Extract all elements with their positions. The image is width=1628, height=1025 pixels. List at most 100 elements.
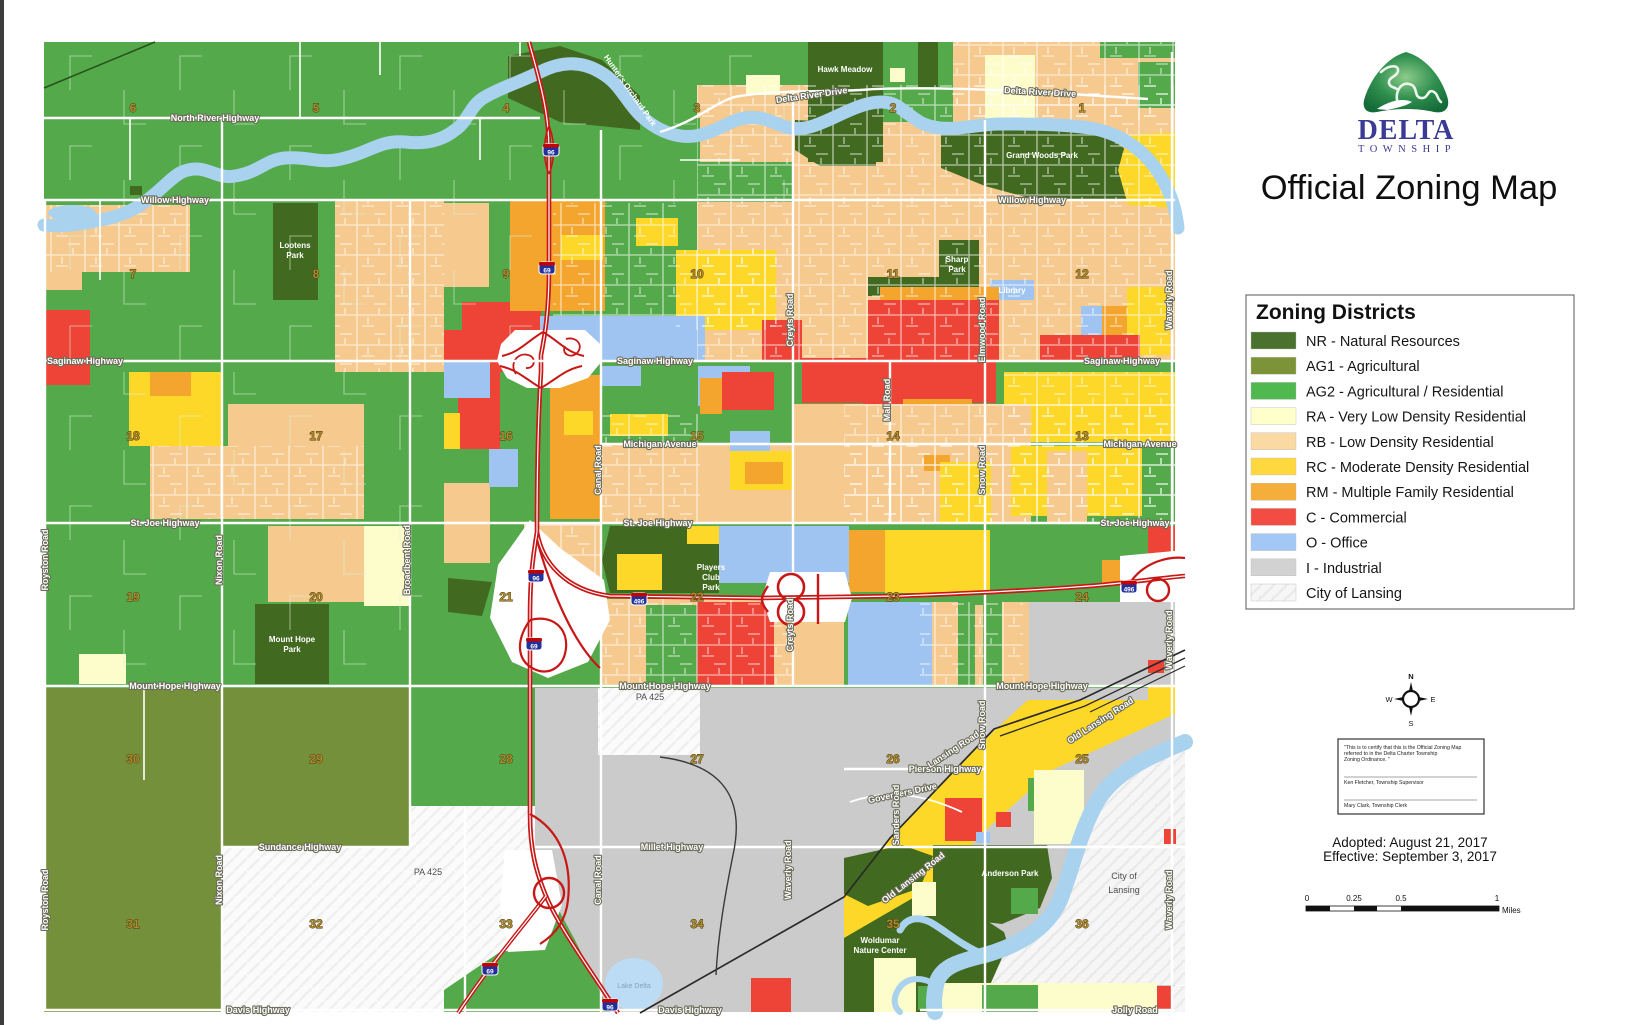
svg-text:Royston Road: Royston Road bbox=[40, 529, 50, 590]
svg-text:Michigan Avenue: Michigan Avenue bbox=[1103, 439, 1176, 449]
svg-text:Snow Road: Snow Road bbox=[977, 701, 987, 750]
svg-text:RA - Very Low Density Resident: RA - Very Low Density Residential bbox=[1306, 410, 1526, 426]
svg-text:Park: Park bbox=[702, 583, 720, 592]
svg-text:Official Zoning Map: Official Zoning Map bbox=[1261, 169, 1558, 207]
svg-text:31: 31 bbox=[126, 917, 140, 931]
svg-text:14: 14 bbox=[886, 429, 900, 443]
svg-text:O - Office: O - Office bbox=[1306, 536, 1368, 552]
svg-text:23: 23 bbox=[886, 590, 900, 604]
svg-text:Players: Players bbox=[697, 563, 726, 572]
svg-text:Anderson Park: Anderson Park bbox=[982, 869, 1039, 878]
svg-text:PA 425: PA 425 bbox=[636, 692, 664, 702]
svg-text:Saginaw Highway: Saginaw Highway bbox=[617, 356, 693, 366]
svg-text:Park: Park bbox=[286, 251, 304, 260]
svg-text:Grand Woods Park: Grand Woods Park bbox=[1006, 151, 1078, 160]
svg-text:13: 13 bbox=[1075, 429, 1089, 443]
svg-text:Creyts Road: Creyts Road bbox=[785, 293, 795, 346]
svg-text:Pierson Highway: Pierson Highway bbox=[909, 764, 982, 774]
svg-text:8: 8 bbox=[313, 267, 320, 281]
svg-text:Canal Road: Canal Road bbox=[593, 855, 603, 905]
svg-text:1: 1 bbox=[1495, 894, 1500, 903]
svg-text:Canal Road: Canal Road bbox=[593, 445, 603, 495]
svg-text:18: 18 bbox=[126, 429, 140, 443]
svg-text:Mary Clark, Township Clerk: Mary Clark, Township Clerk bbox=[1344, 803, 1407, 809]
svg-text:W: W bbox=[1385, 695, 1393, 704]
svg-text:Waverly Road: Waverly Road bbox=[783, 840, 793, 899]
svg-text:Park: Park bbox=[283, 645, 301, 654]
svg-text:6: 6 bbox=[130, 101, 137, 115]
svg-text:32: 32 bbox=[309, 917, 323, 931]
svg-text:69: 69 bbox=[543, 268, 551, 275]
svg-text:Mount Hope Highway: Mount Hope Highway bbox=[996, 681, 1088, 691]
svg-text:Lansing: Lansing bbox=[1108, 885, 1140, 895]
svg-text:30: 30 bbox=[126, 752, 140, 766]
svg-text:Sundance Highway: Sundance Highway bbox=[259, 842, 342, 852]
svg-text:N: N bbox=[1408, 672, 1413, 681]
svg-text:Ken Fletcher, Township Supervi: Ken Fletcher, Township Supervisor bbox=[1344, 780, 1424, 786]
svg-text:Library: Library bbox=[998, 286, 1026, 295]
svg-text:Zoning Ordinance. ": Zoning Ordinance. " bbox=[1344, 757, 1390, 763]
svg-text:Woldumar: Woldumar bbox=[861, 936, 900, 945]
svg-text:Waverly Road: Waverly Road bbox=[1164, 870, 1174, 929]
svg-text:Royston Road: Royston Road bbox=[40, 869, 50, 930]
svg-text:Nature Center: Nature Center bbox=[854, 946, 907, 955]
svg-text:AG1 - Agricultural: AG1 - Agricultural bbox=[1306, 359, 1420, 375]
svg-text:Hawk Meadow: Hawk Meadow bbox=[818, 65, 873, 74]
svg-text:Snow Road: Snow Road bbox=[977, 446, 987, 495]
svg-text:Willow Highway: Willow Highway bbox=[998, 195, 1066, 205]
svg-text:35: 35 bbox=[886, 917, 900, 931]
svg-text:Creyts Road: Creyts Road bbox=[785, 598, 795, 651]
svg-text:E: E bbox=[1430, 695, 1435, 704]
svg-text:I - Industrial: I - Industrial bbox=[1306, 561, 1382, 577]
svg-text:Millet Highway: Millet Highway bbox=[641, 842, 704, 852]
svg-text:96: 96 bbox=[547, 150, 555, 157]
svg-text:12: 12 bbox=[1075, 267, 1089, 281]
svg-text:20: 20 bbox=[309, 590, 323, 604]
svg-text:1: 1 bbox=[1079, 101, 1086, 115]
svg-text:PA 425: PA 425 bbox=[414, 867, 442, 877]
svg-text:Nixon Road: Nixon Road bbox=[214, 535, 224, 585]
svg-text:Davis Highway: Davis Highway bbox=[658, 1005, 722, 1015]
svg-text:Davis Highway: Davis Highway bbox=[226, 1005, 290, 1015]
svg-text:Zoning Districts: Zoning Districts bbox=[1256, 301, 1416, 324]
svg-text:Elmwood Road: Elmwood Road bbox=[977, 298, 987, 363]
svg-text:7: 7 bbox=[130, 267, 137, 281]
svg-text:33: 33 bbox=[499, 917, 513, 931]
svg-text:St. Joe Highway: St. Joe Highway bbox=[1100, 518, 1169, 528]
svg-text:26: 26 bbox=[886, 752, 900, 766]
svg-text:C - Commercial: C - Commercial bbox=[1306, 510, 1407, 526]
svg-text:Lake Delta: Lake Delta bbox=[617, 983, 651, 990]
svg-text:Michigan Avenue: Michigan Avenue bbox=[623, 439, 696, 449]
svg-text:RM - Multiple Family Residenti: RM - Multiple Family Residential bbox=[1306, 485, 1514, 501]
svg-text:AG2 - Agricultural / Residenti: AG2 - Agricultural / Residential bbox=[1306, 384, 1503, 400]
svg-text:34: 34 bbox=[690, 917, 704, 931]
svg-text:22: 22 bbox=[690, 590, 704, 604]
svg-text:96: 96 bbox=[606, 1005, 614, 1012]
svg-text:Sharp: Sharp bbox=[946, 255, 969, 264]
svg-text:496: 496 bbox=[1124, 587, 1135, 594]
svg-text:Lootens: Lootens bbox=[279, 241, 311, 250]
svg-text:5: 5 bbox=[313, 101, 320, 115]
svg-text:25: 25 bbox=[1075, 752, 1089, 766]
svg-text:496: 496 bbox=[634, 599, 645, 606]
svg-text:3: 3 bbox=[694, 101, 701, 115]
svg-text:S: S bbox=[1408, 719, 1413, 728]
svg-text:Club: Club bbox=[702, 573, 720, 582]
svg-text:96: 96 bbox=[532, 576, 540, 583]
svg-text:St. Joe Highway: St. Joe Highway bbox=[623, 518, 692, 528]
svg-text:28: 28 bbox=[499, 752, 513, 766]
svg-text:0: 0 bbox=[1305, 894, 1310, 903]
svg-text:NR - Natural Resources: NR - Natural Resources bbox=[1306, 334, 1460, 350]
svg-text:Adopted: August 21, 2017: Adopted: August 21, 2017 bbox=[1332, 835, 1487, 850]
svg-text:19: 19 bbox=[126, 590, 140, 604]
svg-text:RC - Moderate Density Resident: RC - Moderate Density Residential bbox=[1306, 460, 1529, 476]
svg-text:"This is to certify that this: "This is to certify that this is the Off… bbox=[1344, 745, 1461, 751]
svg-text:TOWNSHIP: TOWNSHIP bbox=[1358, 144, 1456, 155]
svg-text:2: 2 bbox=[890, 101, 897, 115]
svg-text:16: 16 bbox=[499, 429, 513, 443]
svg-text:Miles: Miles bbox=[1502, 906, 1521, 915]
svg-text:Delta River Drive: Delta River Drive bbox=[1004, 85, 1076, 99]
svg-text:0.5: 0.5 bbox=[1395, 894, 1407, 903]
svg-text:Saginaw Highway: Saginaw Highway bbox=[1084, 356, 1160, 366]
svg-text:Broadbent Road: Broadbent Road bbox=[402, 525, 412, 595]
